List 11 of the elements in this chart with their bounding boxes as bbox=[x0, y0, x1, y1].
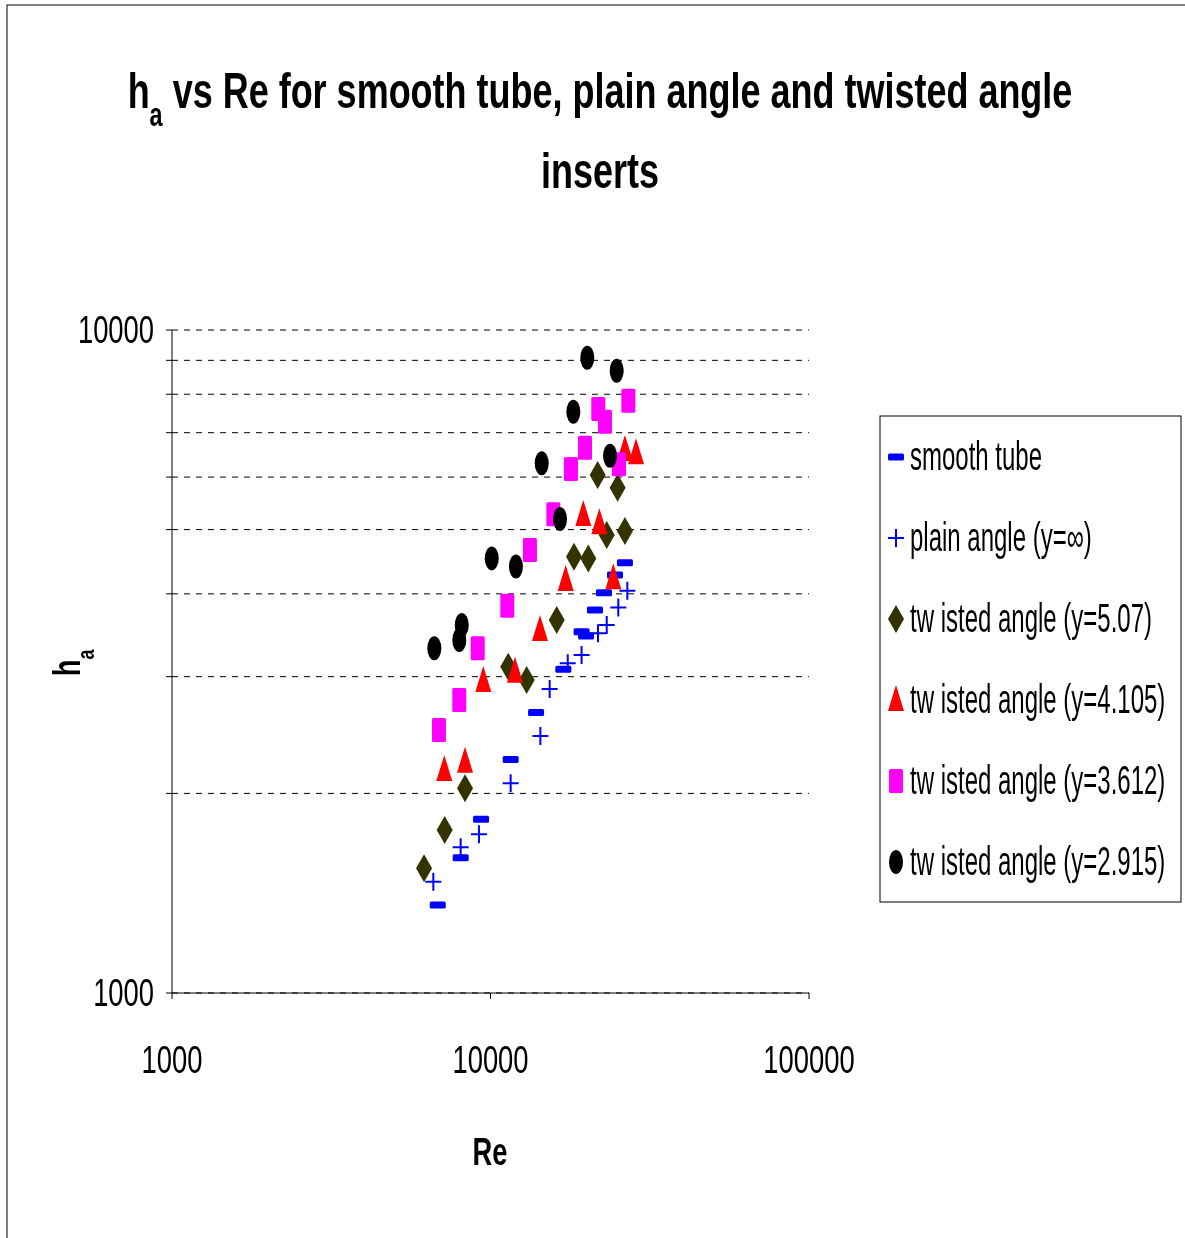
legend-label: plain angle (y=∞) bbox=[910, 514, 1092, 560]
legend-label: smooth tube bbox=[910, 433, 1043, 479]
x-tick-label: 100000 bbox=[763, 1038, 855, 1082]
x-axis-title: Re bbox=[472, 1130, 508, 1174]
legend-label: tw isted angle (y=5.07) bbox=[910, 595, 1153, 641]
x-tick-label: 1000 bbox=[141, 1038, 203, 1082]
chart-title: h$_{a}$ vs Re for smooth tube, plain angle and twisted angle inserts bbox=[127, 63, 1073, 199]
legend-label: tw isted angle (y=2.915) bbox=[910, 838, 1166, 884]
x-tick-label: 10000 bbox=[452, 1038, 529, 1082]
legend-label: tw isted angle (y=4.105) bbox=[910, 676, 1166, 722]
legend-label: tw isted angle (y=3.612) bbox=[910, 757, 1166, 803]
